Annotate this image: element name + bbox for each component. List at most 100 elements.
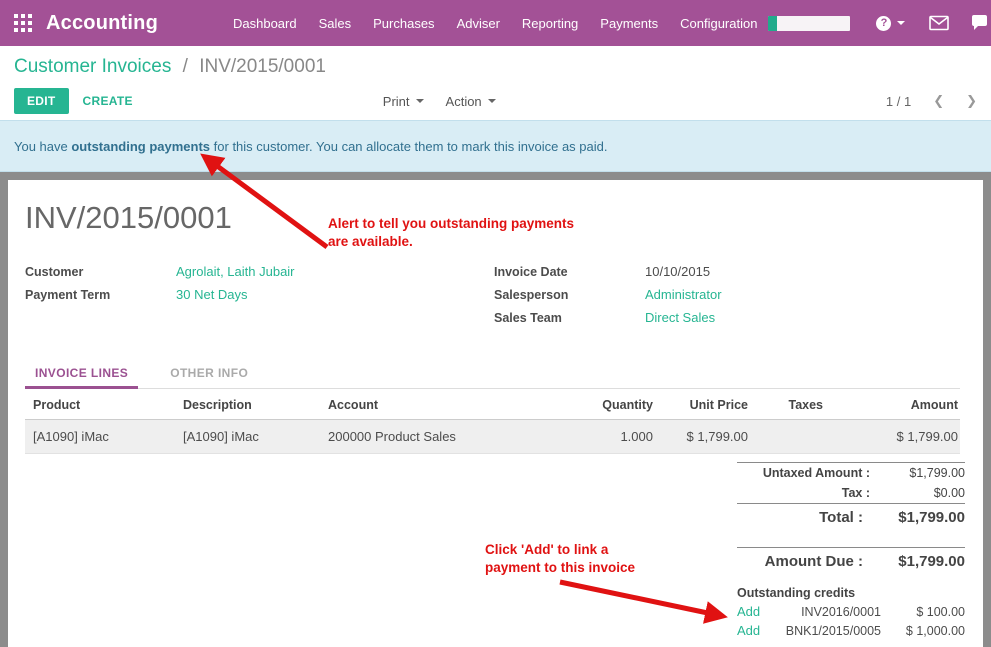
cell-taxes xyxy=(750,419,825,454)
annotation-add-note: Click 'Add' to link a payment to this in… xyxy=(485,542,636,575)
field-label: Customer xyxy=(25,264,84,279)
table-header-row: Product Description Account Quantity Uni… xyxy=(25,392,960,420)
amount-due-label: Amount Due : xyxy=(764,553,863,570)
breadcrumb: Customer Invoices / INV/2015/0001 xyxy=(14,56,977,78)
nav-item-dashboard[interactable]: Dashboard xyxy=(233,15,297,31)
breadcrumb-customer-invoices[interactable]: Customer Invoices xyxy=(14,56,172,77)
outstanding-credit-row: Add BNK1/2015/0005 $ 1,000.00 xyxy=(737,621,965,640)
nav-item-configuration[interactable]: Configuration xyxy=(680,15,758,31)
planner-progress-bar[interactable] xyxy=(768,15,851,31)
cell-unit-price: $ 1,799.00 xyxy=(655,419,750,454)
cell-account: 200000 Product Sales xyxy=(320,419,545,454)
pager-counter: 1 / 1 xyxy=(885,93,912,109)
invoice-fields: Customer Agrolait, Laith Jubair Payment … xyxy=(25,260,960,329)
form-background: INV/2015/0001 Customer Agrolait, Laith J… xyxy=(0,172,991,647)
field-invoice-date: Invoice Date 10/10/2015 xyxy=(494,260,960,283)
salesperson-link[interactable]: Administrator xyxy=(645,287,722,302)
field-payment-term: Payment Term 30 Net Days xyxy=(25,283,494,306)
chat-bubble-icon xyxy=(972,15,988,30)
annotation-alert-note: Alert to tell you outstanding payments a… xyxy=(328,216,575,249)
tax-label: Tax : xyxy=(841,486,870,500)
col-description: Description xyxy=(183,398,252,412)
chevron-down-icon xyxy=(415,99,424,103)
untaxed-amount-value: $1,799.00 xyxy=(909,466,965,480)
totals-panel: Untaxed Amount : $1,799.00 Tax : $0.00 T… xyxy=(737,462,965,640)
col-unit-price: Unit Price xyxy=(689,398,748,412)
table-row[interactable]: [A1090] iMac [A1090] iMac 200000 Product… xyxy=(25,419,960,454)
divider xyxy=(737,547,965,548)
field-customer: Customer Agrolait, Laith Jubair xyxy=(25,260,494,283)
untaxed-amount-row: Untaxed Amount : $1,799.00 xyxy=(737,463,965,483)
chevron-down-icon xyxy=(487,99,496,103)
divider xyxy=(737,462,965,463)
chat-messages-button[interactable]: 21 xyxy=(971,15,991,32)
field-label: Invoice Date xyxy=(494,264,568,279)
field-sales-team: Sales Team Direct Sales xyxy=(494,306,960,329)
top-navbar: Accounting Dashboard Sales Purchases Adv… xyxy=(0,0,991,46)
control-panel: Customer Invoices / INV/2015/0001 EDIT C… xyxy=(0,46,991,120)
action-dropdowns: Print Action xyxy=(383,94,518,109)
alert-text-bold: outstanding payments xyxy=(71,138,211,154)
invoice-lines-table: Product Description Account Quantity Uni… xyxy=(25,392,960,454)
nav-item-payments[interactable]: Payments xyxy=(600,15,659,31)
sales-team-link[interactable]: Direct Sales xyxy=(645,310,716,325)
action-dropdown[interactable]: Action xyxy=(446,94,496,109)
tab-invoice-lines[interactable]: INVOICE LINES xyxy=(25,366,139,389)
col-account: Account xyxy=(328,398,378,412)
amount-due-row: Amount Due : $1,799.00 xyxy=(737,548,965,576)
credit-amount: $ 100.00 xyxy=(916,605,965,619)
invoice-sheet: INV/2015/0001 Customer Agrolait, Laith J… xyxy=(8,180,983,647)
cell-amount: $ 1,799.00 xyxy=(825,419,960,454)
alert-text-prefix: You have xyxy=(14,138,72,154)
col-amount: Amount xyxy=(910,398,958,412)
col-taxes: Taxes xyxy=(788,398,823,412)
pager-next-icon[interactable]: ❯ xyxy=(966,93,977,108)
payment-term-link[interactable]: 30 Net Days xyxy=(176,287,248,302)
outstanding-credits-title: Outstanding credits xyxy=(737,586,856,600)
col-quantity: Quantity xyxy=(602,398,653,412)
print-dropdown-label: Print xyxy=(382,93,410,109)
fields-right-column: Invoice Date 10/10/2015 Salesperson Admi… xyxy=(494,260,960,329)
cell-product: [A1090] iMac xyxy=(25,419,175,454)
field-label: Salesperson xyxy=(494,287,569,302)
cell-quantity: 1.000 xyxy=(545,419,655,454)
alert-text-suffix: for this customer. You can allocate them… xyxy=(210,138,608,154)
tab-other-info[interactable]: OTHER INFO xyxy=(170,366,249,380)
invoice-number-title: INV/2015/0001 xyxy=(25,200,232,235)
messages-inbox-button[interactable] xyxy=(929,15,950,31)
help-icon: ? xyxy=(876,15,892,31)
credit-amount: $ 1,000.00 xyxy=(905,624,965,638)
breadcrumb-current: INV/2015/0001 xyxy=(199,56,326,77)
nav-item-sales[interactable]: Sales xyxy=(318,15,352,31)
col-product: Product xyxy=(33,398,81,412)
apps-grid-icon[interactable] xyxy=(14,8,32,38)
add-credit-link[interactable]: Add xyxy=(737,604,761,619)
notebook-tabs: INVOICE LINES OTHER INFO xyxy=(25,366,960,389)
envelope-icon xyxy=(929,15,950,31)
outstanding-payments-alert: You have outstanding payments for this c… xyxy=(0,120,991,172)
create-button[interactable]: CREATE xyxy=(82,94,133,108)
action-dropdown-label: Action xyxy=(445,93,482,109)
invoice-date-value: 10/10/2015 xyxy=(645,264,711,279)
field-salesperson: Salesperson Administrator xyxy=(494,283,960,306)
nav-item-purchases[interactable]: Purchases xyxy=(373,15,435,31)
field-label: Sales Team xyxy=(494,310,562,325)
edit-button[interactable]: EDIT xyxy=(14,88,69,114)
add-credit-link[interactable]: Add xyxy=(737,623,761,638)
app-title[interactable]: Accounting xyxy=(46,11,158,34)
tax-row: Tax : $0.00 xyxy=(737,483,965,503)
pager: 1 / 1 ❮ ❯ xyxy=(886,93,977,109)
customer-link[interactable]: Agrolait, Laith Jubair xyxy=(176,264,295,279)
control-panel-buttons: EDIT CREATE Print Action 1 / 1 ❮ ❯ xyxy=(14,88,977,114)
help-menu-button[interactable]: ? xyxy=(876,15,906,31)
print-dropdown[interactable]: Print xyxy=(383,94,424,109)
pager-previous-icon[interactable]: ❮ xyxy=(933,93,945,108)
breadcrumb-separator: / xyxy=(182,56,188,77)
divider xyxy=(737,503,965,504)
nav-item-adviser[interactable]: Adviser xyxy=(456,15,500,31)
planner-progress-fill xyxy=(768,15,778,31)
nav-item-reporting[interactable]: Reporting xyxy=(521,15,579,31)
tax-value: $0.00 xyxy=(933,486,965,500)
total-label: Total : xyxy=(819,509,863,526)
